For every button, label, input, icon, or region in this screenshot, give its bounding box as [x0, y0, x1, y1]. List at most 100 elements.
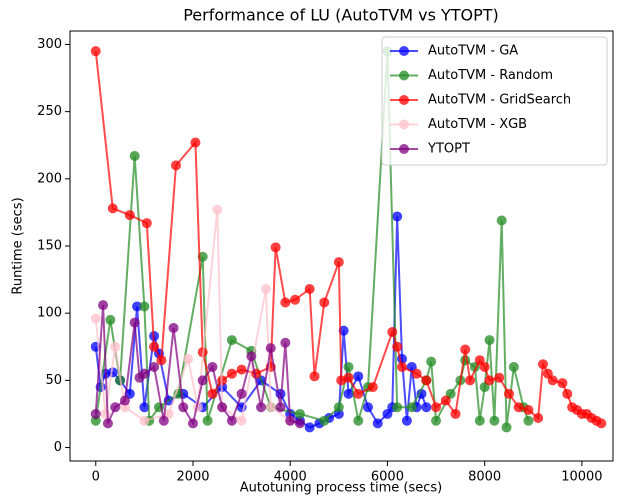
point [285, 415, 296, 426]
legend-label: AutoTVM - XGB [428, 117, 527, 132]
y-tick-label: 200 [37, 171, 62, 186]
point [484, 375, 495, 386]
point [503, 388, 514, 399]
point [207, 388, 218, 399]
point [333, 257, 344, 268]
point [265, 343, 276, 354]
point [170, 160, 181, 171]
point [197, 375, 208, 386]
point [450, 408, 461, 419]
point [141, 218, 152, 229]
point [496, 215, 507, 226]
legend-marker [399, 70, 409, 81]
point [501, 422, 512, 433]
point [333, 402, 344, 413]
point [304, 422, 315, 433]
point [353, 371, 364, 382]
point [217, 402, 228, 413]
point [290, 294, 301, 305]
plot-frame [69, 30, 614, 462]
point [90, 46, 101, 57]
point [280, 297, 291, 308]
point [265, 402, 276, 413]
point [343, 388, 354, 399]
point [236, 415, 247, 426]
point [557, 378, 568, 389]
point [343, 361, 354, 372]
series-line [94, 209, 291, 423]
point [294, 418, 305, 429]
point [280, 337, 291, 348]
x-tick-label: 10000 [561, 470, 602, 485]
point [90, 313, 101, 324]
point [158, 415, 169, 426]
x-tick-label: 0 [92, 470, 100, 485]
point [187, 418, 198, 429]
point [465, 375, 476, 386]
point [246, 351, 257, 362]
point [387, 327, 398, 337]
point [367, 382, 378, 393]
y-tick-label: 100 [37, 306, 62, 321]
point [537, 359, 548, 370]
point [362, 402, 373, 413]
point [401, 415, 412, 426]
point [416, 388, 427, 399]
point [183, 353, 194, 364]
point [411, 368, 422, 379]
point [562, 388, 573, 399]
point [489, 415, 500, 426]
y-tick-label: 50 [45, 373, 62, 388]
point [406, 402, 417, 413]
point [226, 335, 237, 346]
point [107, 203, 118, 214]
point [440, 395, 451, 406]
legend-label: YTOPT [427, 142, 470, 157]
x-tick-label: 2000 [176, 470, 209, 485]
point [392, 402, 403, 413]
point [533, 413, 544, 423]
point [421, 402, 432, 413]
point [149, 361, 160, 372]
x-axis-label: Autotuning process time (secs) [240, 481, 442, 496]
point [207, 361, 218, 372]
point [294, 408, 305, 419]
point [100, 408, 111, 419]
point [129, 150, 140, 161]
y-tick-label: 150 [37, 239, 62, 254]
point [156, 355, 167, 366]
legend-marker [399, 95, 409, 105]
point [236, 388, 247, 399]
point [90, 408, 101, 419]
point [168, 322, 179, 333]
point [110, 341, 121, 352]
point [494, 372, 505, 383]
legend-label: AutoTVM - GA [428, 44, 518, 59]
point [426, 356, 437, 367]
point [149, 341, 160, 352]
point [202, 415, 213, 426]
point [98, 300, 109, 311]
point [226, 368, 237, 379]
point [275, 402, 286, 413]
point [392, 211, 403, 222]
point [547, 375, 558, 386]
point [484, 335, 495, 346]
point [139, 368, 150, 379]
point [343, 372, 354, 383]
x-tick-label: 8000 [468, 470, 501, 485]
point [139, 415, 150, 426]
point [212, 204, 223, 215]
legend-box [381, 36, 608, 166]
point [190, 137, 201, 148]
series [90, 46, 607, 429]
point [474, 415, 485, 426]
point [460, 355, 471, 366]
point [596, 418, 607, 429]
y-tick-label: 300 [37, 37, 62, 52]
legend-label: AutoTVM - Random [428, 68, 553, 83]
point [129, 317, 140, 328]
point [460, 344, 471, 355]
point [479, 361, 490, 372]
